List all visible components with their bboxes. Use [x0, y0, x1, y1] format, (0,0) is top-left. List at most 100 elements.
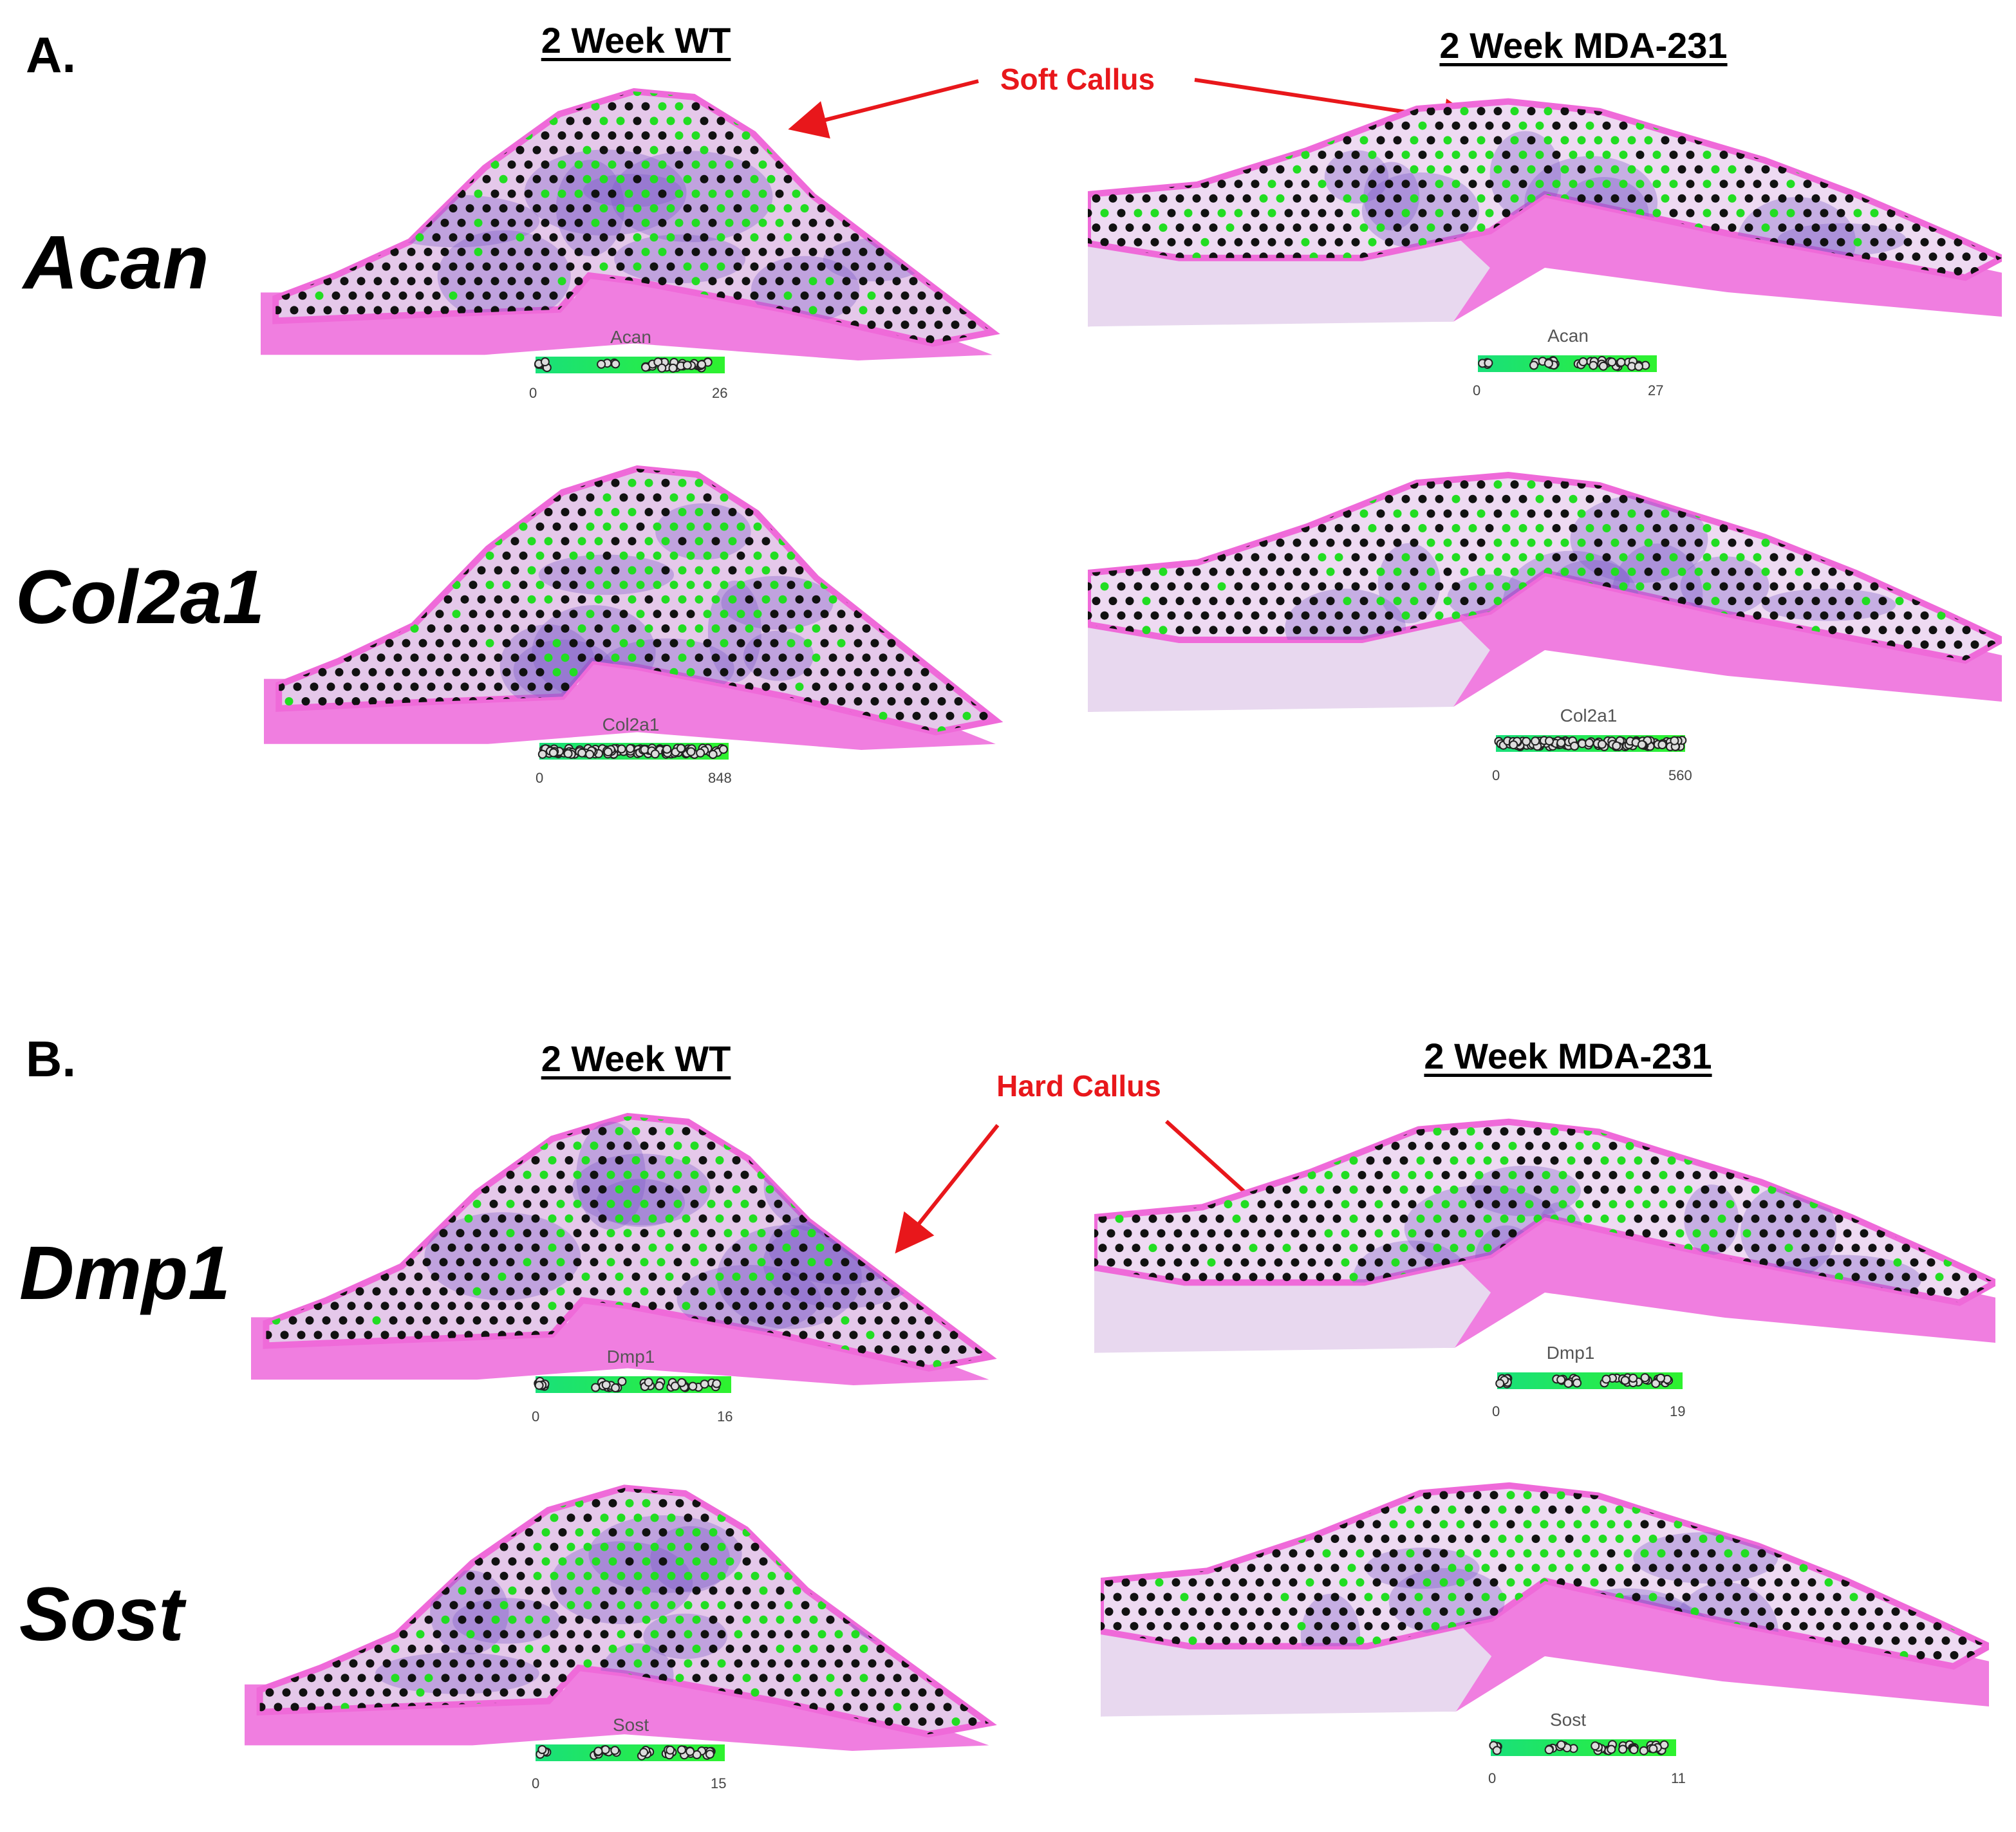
spot-high-expression: [795, 478, 804, 487]
spot-low-expression: [892, 277, 901, 286]
spot-low-expression: [382, 204, 391, 213]
spot-low-expression: [976, 102, 985, 111]
spot-high-expression: [1168, 97, 1176, 101]
spot-low-expression: [959, 102, 968, 111]
spot-low-expression: [544, 624, 553, 633]
spot-low-expression: [427, 682, 436, 691]
spot-high-expression: [1636, 180, 1645, 189]
spot-low-expression: [967, 117, 976, 126]
spot-low-expression: [1366, 1156, 1375, 1165]
spot-low-expression: [1249, 1127, 1258, 1136]
spot-low-expression: [1636, 470, 1645, 474]
spot-high-expression: [1952, 1156, 1961, 1165]
spot-low-expression: [808, 218, 817, 227]
spot-low-expression: [357, 77, 366, 82]
spot-low-expression: [884, 91, 893, 97]
spot-low-expression: [499, 291, 508, 300]
spot-high-expression: [360, 624, 369, 633]
spot-high-expression: [1318, 553, 1327, 562]
spot-low-expression: [1803, 611, 1812, 620]
spot-high-expression: [619, 581, 628, 590]
spot-low-expression: [1394, 713, 1402, 722]
spot-high-expression: [477, 537, 486, 546]
spot-low-expression: [1677, 107, 1686, 116]
spot-low-expression: [306, 306, 315, 315]
spot-low-expression: [1443, 107, 1452, 116]
spot-low-expression: [310, 682, 319, 691]
spot-low-expression: [1945, 597, 1954, 606]
spot-low-expression: [1274, 1141, 1283, 1150]
spot-low-expression: [1776, 1141, 1785, 1150]
spot-low-expression: [690, 1287, 699, 1296]
spot-low-expression: [740, 1116, 749, 1121]
spot-high-expression: [749, 1126, 758, 1136]
spot-low-expression: [765, 1302, 774, 1311]
spot-low-expression: [984, 291, 993, 300]
spot-low-expression: [1887, 524, 1896, 532]
stain-region: [1762, 588, 1896, 621]
spot-high-expression: [711, 566, 720, 575]
spot-low-expression: [280, 1156, 289, 1164]
spot-low-expression: [1854, 97, 1862, 101]
spot-high-expression: [1719, 553, 1728, 562]
spot-low-expression: [648, 1156, 657, 1164]
spot-low-expression: [996, 508, 1005, 516]
spot-low-expression: [887, 581, 896, 590]
spot-low-expression: [1098, 1156, 1107, 1165]
spot-low-expression: [1561, 684, 1569, 693]
spot-low-expression: [1920, 180, 1929, 189]
spot-low-expression: [1108, 538, 1117, 547]
spot-high-expression: [1761, 567, 1770, 576]
spot-low-expression: [740, 1316, 749, 1325]
spot-high-expression: [979, 508, 988, 516]
spot-low-expression: [854, 551, 863, 560]
spot-high-expression: [502, 493, 511, 502]
spot-low-expression: [406, 1199, 415, 1208]
spot-low-expression: [716, 1102, 724, 1107]
spot-low-expression: [1276, 136, 1285, 145]
spot-high-expression: [1518, 151, 1527, 159]
spot-high-expression: [1560, 655, 1569, 660]
spot-low-expression: [1441, 1141, 1450, 1150]
spot-low-expression: [1142, 480, 1151, 489]
spot-high-expression: [966, 1126, 975, 1136]
spot-high-expression: [624, 189, 633, 198]
spot-high-expression: [1728, 136, 1737, 145]
spot-low-expression: [582, 1102, 590, 1107]
spot-low-expression: [749, 1302, 758, 1311]
spot-high-expression: [569, 551, 578, 560]
spot-low-expression: [1209, 567, 1218, 576]
spot-high-expression: [1477, 165, 1486, 174]
spot-low-expression: [1318, 524, 1327, 532]
spot-low-expression: [464, 1126, 473, 1136]
spot-high-expression: [792, 189, 801, 198]
spot-low-expression: [979, 682, 988, 691]
spot-low-expression: [380, 1302, 389, 1311]
spot-high-expression: [749, 1214, 758, 1223]
spot-high-expression: [658, 247, 667, 256]
spot-high-expression: [795, 682, 804, 691]
spot-low-expression: [842, 102, 851, 111]
spot-low-expression: [958, 1199, 967, 1208]
spot-low-expression: [301, 581, 310, 590]
spot-low-expression: [1334, 611, 1343, 620]
spot-low-expression: [1719, 209, 1728, 218]
spot-low-expression: [1527, 282, 1536, 290]
spot-high-expression: [640, 1287, 649, 1296]
spot-high-expression: [992, 1258, 1000, 1266]
spot-high-expression: [993, 248, 1002, 256]
spot-low-expression: [850, 145, 859, 154]
spot-low-expression: [807, 1199, 816, 1208]
spot-low-expression: [682, 1243, 691, 1252]
spot-high-expression: [686, 522, 695, 531]
spot-high-expression: [541, 189, 550, 198]
spot-low-expression: [1005, 639, 1011, 648]
spot-low-expression: [485, 469, 494, 473]
spot-low-expression: [887, 668, 896, 677]
spot-low-expression: [1661, 713, 1670, 722]
spot-low-expression: [481, 1214, 490, 1223]
spot-low-expression: [398, 1102, 406, 1107]
spot-high-expression: [1168, 470, 1176, 474]
spot-low-expression: [443, 478, 453, 487]
spot-low-expression: [867, 91, 876, 97]
